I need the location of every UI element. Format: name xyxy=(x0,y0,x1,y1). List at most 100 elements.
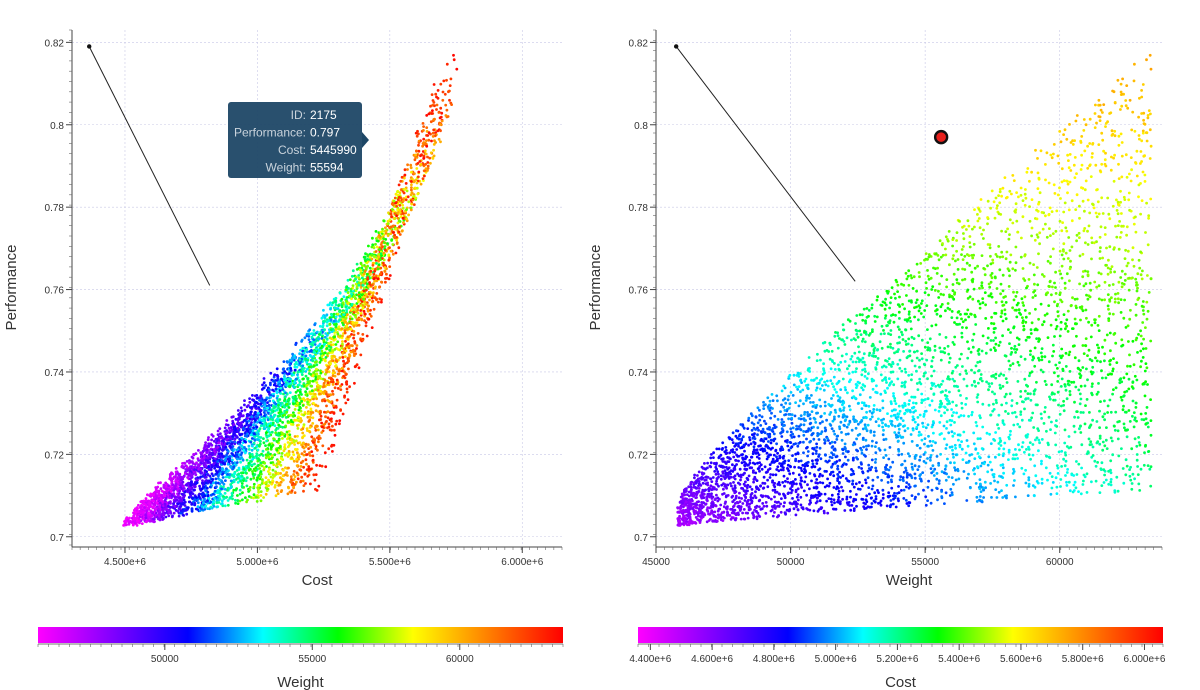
data-point[interactable] xyxy=(256,464,260,468)
data-point[interactable] xyxy=(235,469,239,472)
data-point[interactable] xyxy=(346,313,349,316)
data-point[interactable] xyxy=(330,303,334,307)
data-point[interactable] xyxy=(359,261,363,265)
data-point[interactable] xyxy=(364,324,368,328)
data-point[interactable] xyxy=(362,297,365,301)
data-point[interactable] xyxy=(227,476,231,479)
data-point[interactable] xyxy=(227,426,231,430)
data-point[interactable] xyxy=(391,231,395,234)
data-point[interactable] xyxy=(350,297,353,301)
data-point[interactable] xyxy=(219,492,222,496)
data-point[interactable] xyxy=(279,386,283,390)
data-point[interactable] xyxy=(452,53,455,57)
data-point[interactable] xyxy=(283,434,287,438)
data-point[interactable] xyxy=(204,500,208,504)
data-point[interactable] xyxy=(355,262,359,266)
data-point[interactable] xyxy=(149,515,153,518)
data-point[interactable] xyxy=(754,490,757,494)
data-point[interactable] xyxy=(341,334,344,338)
data-point[interactable] xyxy=(299,417,302,420)
data-point[interactable] xyxy=(316,448,319,452)
data-point[interactable] xyxy=(244,479,248,483)
data-point[interactable] xyxy=(389,249,393,253)
data-point[interactable] xyxy=(139,500,143,504)
data-point[interactable] xyxy=(255,420,259,424)
data-point[interactable] xyxy=(432,143,436,146)
data-point[interactable] xyxy=(137,517,141,521)
data-point[interactable] xyxy=(313,478,317,482)
data-point[interactable] xyxy=(334,328,338,332)
data-point[interactable] xyxy=(261,454,265,457)
data-point[interactable] xyxy=(165,487,168,491)
data-point[interactable] xyxy=(264,384,268,387)
data-point[interactable] xyxy=(251,394,254,397)
data-point[interactable] xyxy=(247,404,250,407)
data-point[interactable] xyxy=(302,413,306,417)
data-point[interactable] xyxy=(287,360,291,364)
data-point[interactable] xyxy=(415,186,419,190)
data-point[interactable] xyxy=(164,481,168,485)
data-point[interactable] xyxy=(307,338,311,341)
data-point[interactable] xyxy=(295,424,299,427)
data-point[interactable] xyxy=(320,316,324,320)
data-point[interactable] xyxy=(262,424,266,428)
data-point[interactable] xyxy=(253,462,256,466)
data-point[interactable] xyxy=(730,438,734,442)
data-point[interactable] xyxy=(262,437,265,440)
data-point[interactable] xyxy=(329,328,333,331)
data-point[interactable] xyxy=(232,465,236,469)
data-point[interactable] xyxy=(386,234,390,238)
data-point[interactable] xyxy=(176,502,180,506)
data-point[interactable] xyxy=(1096,461,1099,464)
data-point[interactable] xyxy=(274,471,278,475)
data-point[interactable] xyxy=(243,403,246,407)
data-point[interactable] xyxy=(269,394,272,397)
data-point[interactable] xyxy=(352,330,356,333)
data-point[interactable] xyxy=(277,406,280,410)
data-point[interactable] xyxy=(207,496,211,500)
data-point[interactable] xyxy=(280,431,284,435)
data-point[interactable] xyxy=(253,446,257,450)
data-point[interactable] xyxy=(261,478,264,481)
data-point[interactable] xyxy=(334,324,338,328)
data-point[interactable] xyxy=(396,189,400,193)
data-point[interactable] xyxy=(429,151,433,155)
data-point[interactable] xyxy=(354,352,358,356)
data-point[interactable] xyxy=(318,324,322,328)
data-point[interactable] xyxy=(184,508,188,512)
data-point[interactable] xyxy=(371,236,374,240)
data-point[interactable] xyxy=(246,416,249,420)
data-point[interactable] xyxy=(358,294,361,298)
data-point[interactable] xyxy=(266,401,269,404)
data-point[interactable] xyxy=(359,338,363,342)
data-point[interactable] xyxy=(312,437,315,441)
data-point[interactable] xyxy=(312,329,316,332)
data-point[interactable] xyxy=(235,487,239,490)
data-point[interactable] xyxy=(373,296,377,300)
data-point[interactable] xyxy=(269,396,273,399)
data-point[interactable] xyxy=(224,479,227,482)
data-point[interactable] xyxy=(340,369,344,373)
data-point[interactable] xyxy=(200,471,204,475)
data-point[interactable] xyxy=(329,301,332,305)
data-point[interactable] xyxy=(1004,410,1007,413)
data-point[interactable] xyxy=(348,353,351,357)
data-point[interactable] xyxy=(220,487,223,491)
data-point[interactable] xyxy=(236,418,240,422)
data-point[interactable] xyxy=(1146,464,1150,467)
data-point[interactable] xyxy=(178,489,182,493)
data-point[interactable] xyxy=(370,245,374,249)
data-point[interactable] xyxy=(432,101,436,104)
data-point[interactable] xyxy=(180,492,184,496)
data-point[interactable] xyxy=(258,458,261,462)
data-point[interactable] xyxy=(294,343,298,346)
data-point[interactable] xyxy=(221,470,225,474)
data-point[interactable] xyxy=(706,461,709,465)
data-point[interactable] xyxy=(208,485,212,489)
data-point[interactable] xyxy=(266,451,270,454)
data-point[interactable] xyxy=(247,465,251,469)
data-point[interactable] xyxy=(378,248,381,251)
data-point[interactable] xyxy=(401,203,405,207)
data-point[interactable] xyxy=(290,356,294,360)
data-point[interactable] xyxy=(1089,175,1093,179)
